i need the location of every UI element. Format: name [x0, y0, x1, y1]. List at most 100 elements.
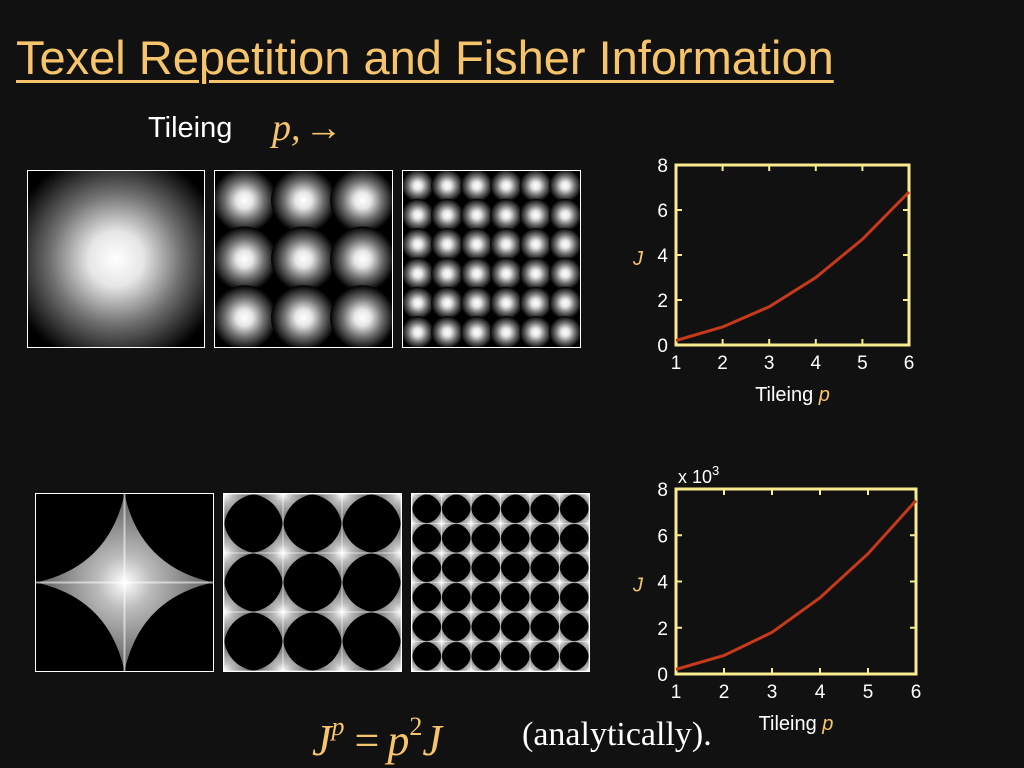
x-tick-label: 6: [911, 682, 922, 703]
gaussian-blob: [271, 285, 336, 347]
gaussian-blob: [431, 257, 464, 290]
gaussian-blob: [549, 316, 580, 347]
gaussian-blob: [330, 226, 392, 292]
texture-background: [403, 171, 580, 347]
tileing-math-var: p,: [272, 107, 301, 149]
gaussian-blob: [490, 286, 523, 320]
gaussian-blob: [490, 228, 523, 261]
astroid-star: [371, 494, 401, 524]
formula-rhs-base: p: [387, 716, 410, 765]
y-tick-label: 0: [657, 665, 668, 686]
x-tick-label: 3: [764, 353, 775, 374]
gaussian-blob: [549, 198, 580, 232]
analytically-note: (analytically).: [522, 716, 712, 753]
axis-multiplier: x 103: [678, 463, 719, 487]
axis-multiplier-exponent: 3: [712, 463, 719, 478]
gaussian-blob: [215, 285, 277, 347]
gaussian-blob: [431, 228, 464, 261]
formula-equals: =: [354, 716, 380, 765]
x-axis-label: Tileing p: [755, 384, 830, 406]
y-tick-label: 2: [657, 291, 668, 312]
astroid-star: [574, 656, 589, 671]
y-axis-label: J: [632, 575, 644, 597]
y-tick-label: 2: [657, 619, 668, 640]
x-tick-label: 1: [671, 353, 682, 374]
tile-star-p3: [223, 493, 402, 672]
gaussian-blob: [549, 228, 580, 261]
x-tick-label: 4: [811, 353, 822, 374]
formula-rhs-sup: 2: [409, 712, 423, 741]
tileing-label: Tileing: [148, 112, 233, 144]
formula-lhs-sup: p: [331, 712, 345, 741]
y-tick-label: 4: [657, 246, 668, 267]
star-texture-p3: [224, 494, 401, 671]
gaussian-blob: [519, 171, 552, 202]
x-tick-label: 3: [767, 682, 778, 703]
star-texture-p1: [36, 494, 213, 671]
tile-gaussian-p3: [214, 170, 393, 348]
astroid-star: [224, 494, 254, 524]
x-tick-label: 2: [719, 682, 730, 703]
x-axis-label: Tileing p: [759, 713, 834, 735]
gaussian-blob: [403, 316, 434, 347]
gaussian-blob: [460, 228, 493, 261]
x-tick-label: 1: [671, 682, 682, 703]
gaussian-blob: [490, 198, 523, 232]
y-tick-label: 6: [657, 526, 668, 547]
gaussian-blob: [490, 316, 523, 347]
y-tick-label: 0: [657, 336, 668, 357]
y-tick-label: 6: [657, 201, 668, 222]
plot-frame: [674, 487, 918, 676]
gaussian-blob: [519, 316, 552, 347]
x-axis-label-var: p: [818, 384, 830, 406]
gaussian-blob: [519, 257, 552, 290]
gaussian-blob: [460, 316, 493, 347]
gaussian-blob: [460, 171, 493, 202]
x-tick-label: 5: [857, 353, 868, 374]
series-line-J: [675, 190, 911, 342]
tile-star-p6: [411, 493, 590, 672]
gaussian-blob: [460, 198, 493, 232]
tile-gaussian-p1: [27, 170, 205, 348]
tile-gaussian-p6: [402, 170, 581, 348]
gaussian-blob: [215, 226, 277, 292]
tile-star-p1: [35, 493, 214, 672]
gaussian-blob: [549, 257, 580, 290]
gaussian-blob: [431, 316, 464, 347]
gaussian-texture-p1: [28, 171, 204, 347]
y-tick-label: 4: [657, 573, 668, 594]
gaussian-texture-p3: [215, 171, 392, 347]
series-line-J: [675, 499, 918, 671]
gaussian-blob: [549, 171, 580, 202]
y-tick-label: 8: [657, 480, 668, 501]
formula-lhs: J: [312, 716, 332, 765]
formula: Jp = p2J: [312, 712, 442, 766]
astroid-star: [371, 641, 401, 671]
gaussian-blob: [403, 257, 434, 290]
gaussian-blob: [519, 198, 552, 232]
gaussian-blob: [403, 198, 434, 232]
texture-background: [224, 494, 401, 671]
astroid-star: [412, 494, 427, 509]
x-tick-label: 6: [904, 353, 915, 374]
gaussian-texture-p6: [403, 171, 580, 347]
slide-title: Texel Repetition and Fisher Information: [16, 31, 834, 84]
gaussian-blob: [519, 286, 552, 320]
gaussian-blob: [403, 171, 434, 202]
gaussian-blob: [519, 228, 552, 261]
gaussian-blob: [431, 171, 464, 202]
x-axis-label-var: p: [821, 713, 833, 735]
gaussian-blob: [460, 286, 493, 320]
gaussian-blob: [330, 171, 392, 233]
astroid-star: [574, 494, 589, 509]
gaussian-blob: [28, 171, 204, 347]
tileing-math: p, →: [272, 106, 343, 150]
gaussian-blob: [431, 198, 464, 232]
gaussian-blob: [271, 171, 336, 233]
gaussian-blob: [431, 286, 464, 320]
formula-rhs-var: J: [422, 716, 442, 765]
x-tick-label: 2: [717, 353, 728, 374]
x-tick-label: 4: [815, 682, 826, 703]
y-tick-label: 8: [657, 156, 668, 177]
gaussian-blob: [460, 257, 493, 290]
